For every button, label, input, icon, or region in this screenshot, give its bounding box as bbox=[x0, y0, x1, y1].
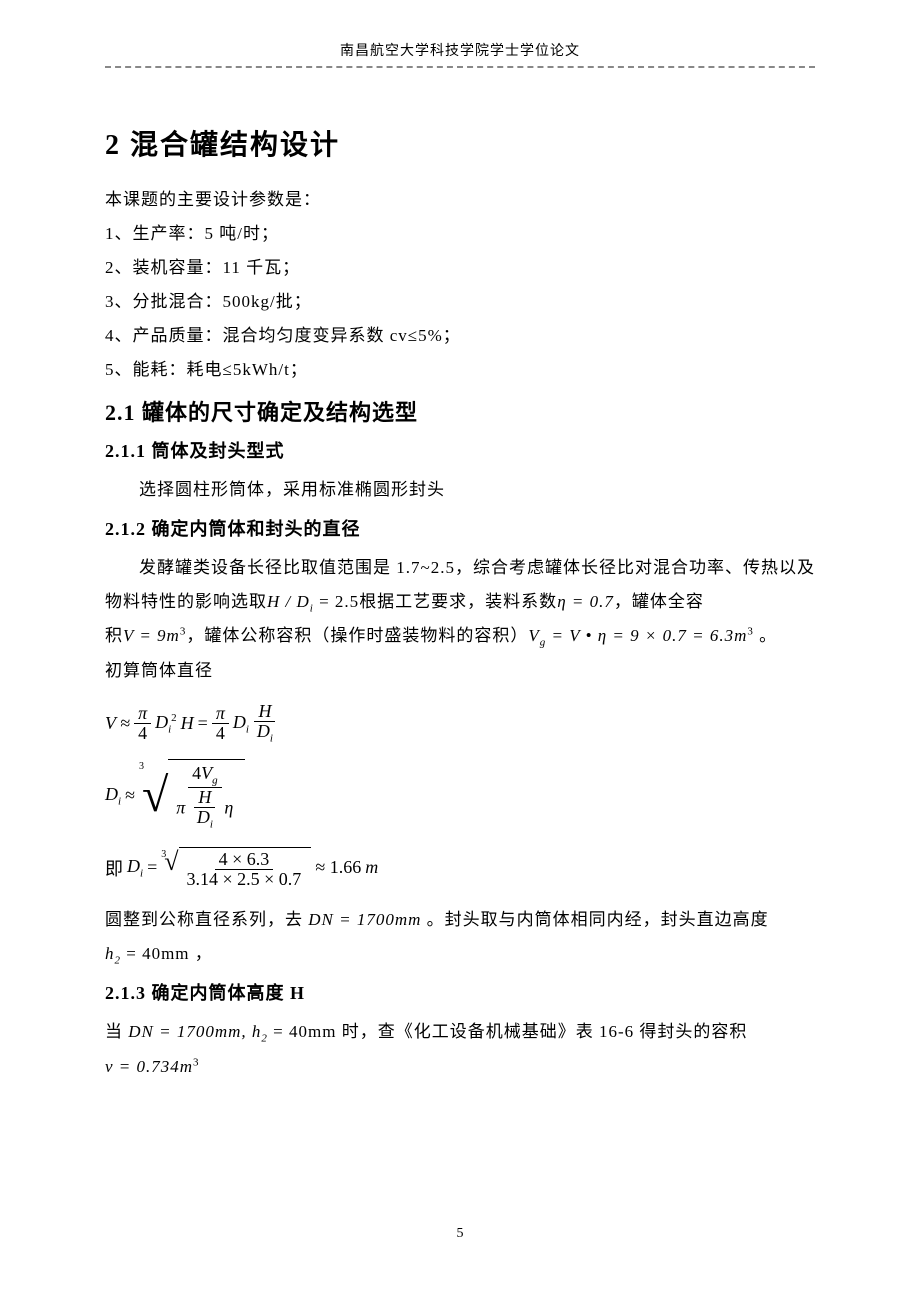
formula-di-approx: Di ≈ 3 √ 4DVg π H Di η bbox=[105, 759, 815, 833]
inline-eta: η = 0.7 bbox=[557, 592, 614, 611]
para-213: 当 DN = 1700mm, h2 = 40mm 时，查《化工设备机械基础》表 … bbox=[105, 1015, 815, 1049]
param-2: 2、装机容量：11 千瓦； bbox=[105, 251, 815, 285]
param-3: 3、分批混合：500kg/批； bbox=[105, 285, 815, 319]
cube-root: 3 √ 4DVg π H Di η bbox=[139, 759, 245, 833]
param-4: 4、产品质量：混合均匀度变异系数 cv≤5%； bbox=[105, 319, 815, 353]
page-number: 5 bbox=[0, 1226, 920, 1242]
section-2-1: 2.1 罐体的尺寸确定及结构选型 bbox=[105, 395, 815, 427]
text-212b-end: 。 bbox=[754, 626, 777, 645]
formula-volume: V ≈ π 4 Di2 H = π 4 Di H Di bbox=[105, 702, 815, 745]
para-212-a: 发酵罐类设备长径比取值范围是 1.7~2.5，综合考虑罐体长径比对混合功率、传热… bbox=[105, 551, 815, 619]
inline-v9: V = 9m3 bbox=[123, 626, 186, 645]
text-212b-pre: 积 bbox=[105, 626, 123, 645]
header-divider bbox=[105, 66, 815, 68]
param-5: 5、能耗：耗电≤5kWh/t； bbox=[105, 353, 815, 387]
section-2-1-3: 2.1.3 确定内筒体高度 H bbox=[105, 979, 815, 1005]
text-2-1-1: 选择圆柱形筒体，采用标准椭圆形封头 bbox=[105, 473, 815, 507]
para-212-b: 积V = 9m3，罐体公称容积（操作时盛装物料的容积）Vg = V • η = … bbox=[105, 619, 815, 653]
section-2-1-2: 2.1.2 确定内筒体和封头的直径 bbox=[105, 515, 815, 541]
inline-dn1700: DN = 1700mm bbox=[303, 910, 427, 929]
formula-di-value: 即 Di = 3 √ 4 × 6.3 3.14 × 2.5 × 0.7 ≈ 1.… bbox=[105, 847, 815, 889]
frac-pi4-2: π 4 bbox=[212, 704, 229, 743]
text-212a-mid: 根据工艺要求，装料系数 bbox=[359, 592, 557, 611]
cube-root-numeric: 3 √ 4 × 6.3 3.14 × 2.5 × 0.7 bbox=[161, 847, 311, 889]
inline-dn-h2: DN = 1700mm, h2 = 40mm bbox=[123, 1022, 342, 1041]
para-h2: h2 = 40mm ， bbox=[105, 937, 815, 971]
frac-h-di: H Di bbox=[253, 702, 277, 745]
inline-h2-40: h2 = 40mm bbox=[105, 944, 195, 963]
inline-vg: Vg = V • η = 9 × 0.7 = 6.3m3 bbox=[528, 626, 754, 645]
frac-pi4-1: π 4 bbox=[134, 704, 151, 743]
text-212a-end: ，罐体全容 bbox=[614, 592, 704, 611]
para-v-result: v = 0.734m3 bbox=[105, 1050, 815, 1084]
chapter-title: 2 混合罐结构设计 bbox=[105, 123, 815, 163]
inline-v-0734: v = 0.734m3 bbox=[105, 1057, 200, 1076]
page-container: 南昌航空大学科技学院学士学位论文 2 混合罐结构设计 本课题的主要设计参数是： … bbox=[0, 0, 920, 1084]
running-header: 南昌航空大学科技学院学士学位论文 bbox=[105, 40, 815, 66]
text-212b-mid: ，罐体公称容积（操作时盛装物料的容积） bbox=[186, 626, 528, 645]
intro-line: 本课题的主要设计参数是： bbox=[105, 183, 815, 217]
para-roundup: 圆整到公称直径系列，去 DN = 1700mm 。封头取与内筒体相同内经，封头直… bbox=[105, 903, 815, 937]
inline-h-di: H / Di = 2.5 bbox=[267, 592, 359, 611]
text-212c: 初算筒体直径 bbox=[105, 654, 815, 688]
param-1: 1、生产率：5 吨/时； bbox=[105, 217, 815, 251]
section-2-1-1: 2.1.1 筒体及封头型式 bbox=[105, 437, 815, 463]
